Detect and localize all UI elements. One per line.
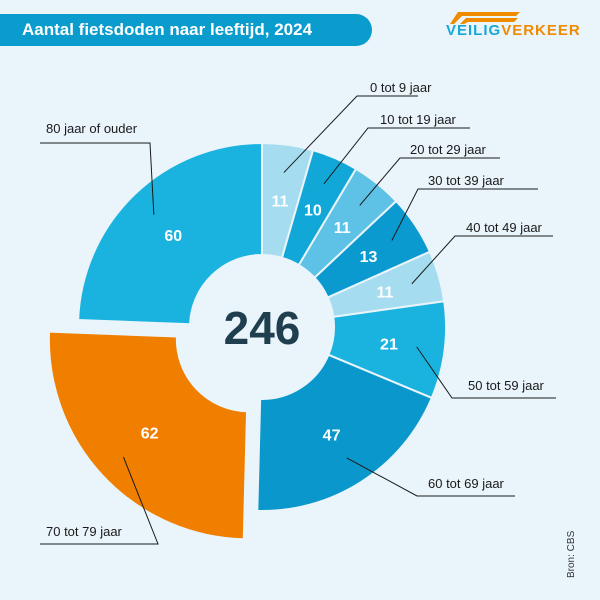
value-label-60-tot-69-jaar: 47 bbox=[323, 427, 341, 444]
total-value: 246 bbox=[224, 302, 301, 354]
leader-line-40-tot-49-jaar bbox=[411, 235, 553, 285]
category-label-70-tot-79-jaar: 70 tot 79 jaar bbox=[46, 524, 123, 539]
road-stripes-icon bbox=[450, 12, 520, 24]
leader-line-20-tot-29-jaar bbox=[359, 157, 500, 206]
category-label-0-tot-9-jaar: 0 tot 9 jaar bbox=[370, 80, 432, 95]
category-label-30-tot-39-jaar: 30 tot 39 jaar bbox=[428, 173, 505, 188]
logo-text-accent: VERKEER bbox=[501, 22, 581, 39]
leader-line-60-tot-69-jaar bbox=[346, 457, 515, 497]
logo-text-main: VEILIG bbox=[446, 22, 502, 39]
logo-text: VEILIGVERKEER bbox=[446, 22, 581, 39]
value-label-20-tot-29-jaar: 11 bbox=[334, 220, 351, 237]
value-label-10-tot-19-jaar: 10 bbox=[304, 203, 322, 220]
source-note: Bron: CBS bbox=[566, 530, 577, 578]
chart-title: Aantal fietsdoden naar leeftijd, 2024 bbox=[0, 14, 372, 46]
leader-line-10-tot-19-jaar bbox=[323, 127, 470, 185]
value-label-80-jaar-of-ouder: 60 bbox=[164, 228, 182, 245]
category-label-50-tot-59-jaar: 50 tot 59 jaar bbox=[468, 378, 545, 393]
category-label-10-tot-19-jaar: 10 tot 19 jaar bbox=[380, 112, 457, 127]
leader-line-80-jaar-of-ouder bbox=[40, 142, 155, 215]
donut-hole bbox=[190, 255, 334, 399]
category-label-20-tot-29-jaar: 20 tot 29 jaar bbox=[410, 142, 487, 157]
category-label-80-jaar-of-ouder: 80 jaar of ouder bbox=[46, 121, 138, 136]
leader-line-0-tot-9-jaar bbox=[283, 95, 418, 173]
leader-line-30-tot-39-jaar bbox=[391, 188, 538, 241]
leader-line-50-tot-59-jaar bbox=[416, 346, 556, 399]
category-label-40-tot-49-jaar: 40 tot 49 jaar bbox=[466, 220, 543, 235]
value-label-70-tot-79-jaar: 62 bbox=[141, 425, 159, 442]
veilig-verkeer-logo: VEILIGVERKEER bbox=[446, 10, 586, 48]
value-label-40-tot-49-jaar: 11 bbox=[377, 285, 394, 302]
leader-line-70-tot-79-jaar bbox=[40, 456, 159, 545]
value-label-50-tot-59-jaar: 21 bbox=[380, 336, 398, 353]
slice-70-tot-79-jaar bbox=[47, 330, 249, 541]
value-label-30-tot-39-jaar: 13 bbox=[360, 249, 378, 266]
category-label-60-tot-69-jaar: 60 tot 69 jaar bbox=[428, 476, 505, 491]
value-label-0-tot-9-jaar: 11 bbox=[271, 193, 288, 210]
